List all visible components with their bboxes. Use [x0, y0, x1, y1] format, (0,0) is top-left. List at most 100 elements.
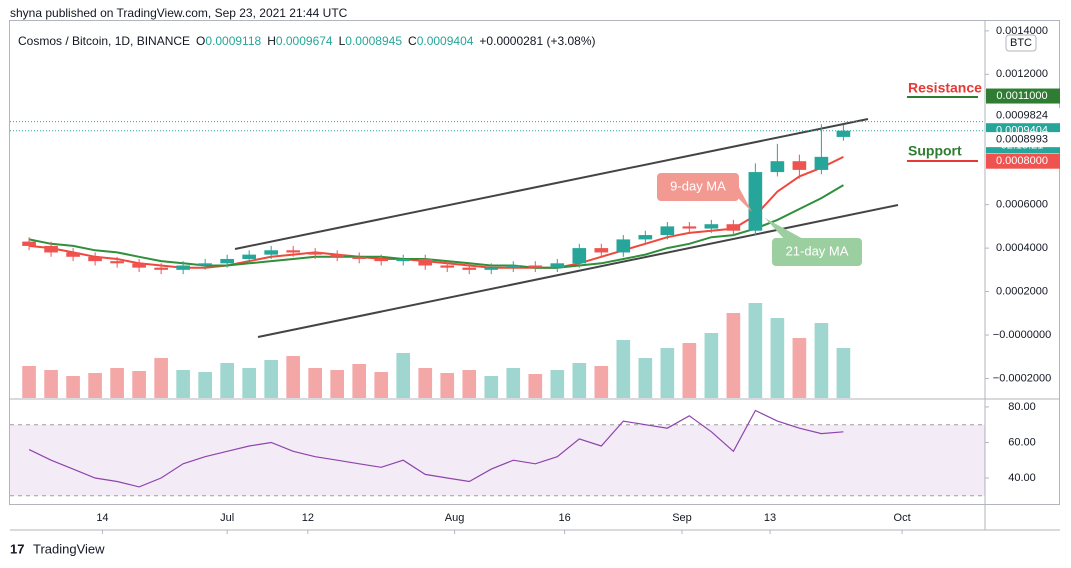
x-tick-label: 12 [302, 512, 314, 524]
price-label: 0.0008000 [996, 155, 1048, 167]
currency-box [1005, 34, 1037, 52]
candle-body [682, 226, 697, 229]
volume-bar [132, 371, 146, 398]
ma-line [29, 156, 844, 269]
volume-bar [220, 363, 234, 398]
rsi-tick-label: 60.00 [1008, 436, 1036, 448]
volume-bar [242, 368, 256, 398]
volume-bar [748, 303, 763, 398]
volume-bar [44, 370, 58, 398]
rsi-tick-label: 40.00 [1008, 472, 1036, 484]
callout-box [657, 173, 739, 201]
y-tick-label: −0.0002000 [993, 372, 1051, 384]
volume-bar [726, 313, 741, 398]
x-tick-label: Sep [672, 512, 692, 524]
volume-bar [594, 366, 609, 398]
candle-body [22, 241, 36, 246]
volume-bar [374, 372, 389, 398]
callout-tail [765, 218, 805, 240]
candle-body [88, 256, 102, 262]
callout-label: 9-day MA [670, 178, 726, 193]
price-label-box [986, 132, 1060, 148]
price-label: 0.0009824 [996, 109, 1048, 121]
x-tick-label: 13 [764, 512, 776, 524]
candle-body [748, 172, 763, 231]
resistance-label: Resistance [908, 80, 982, 96]
candle-body [814, 156, 829, 170]
volume-bar [770, 318, 785, 398]
volume-bar [638, 358, 653, 398]
candle-body [660, 226, 675, 236]
candle-body [198, 263, 212, 266]
price-label: 0.0011000 [996, 90, 1047, 102]
volume-bar [330, 370, 345, 398]
volume-bar [418, 368, 433, 398]
x-tick-label: Jul [220, 512, 234, 524]
candle-body [506, 265, 521, 268]
candle-body [418, 258, 433, 266]
symbol: Cosmos / Bitcoin, 1D, BINANCE [18, 34, 190, 48]
price-label-box [986, 88, 1060, 104]
currency: BTC [1010, 37, 1032, 49]
volume-bar [396, 353, 411, 398]
candle-body [308, 252, 323, 255]
volume-bar [836, 348, 851, 398]
volume-bar [792, 338, 807, 398]
candle-body [550, 263, 565, 268]
candle-body [264, 250, 278, 255]
volume-bar [176, 370, 190, 398]
volume-bar [506, 368, 521, 398]
y-tick-label: 0.0002000 [996, 285, 1048, 297]
ma-line [28, 184, 844, 269]
candle-body [110, 261, 124, 264]
candle-body [440, 265, 455, 268]
rsi-tick-label: 80.00 [1008, 401, 1036, 413]
volume-bar [88, 373, 102, 398]
candle-body [616, 239, 631, 253]
x-tick-label: Oct [894, 512, 911, 524]
brand-icon: 17 [10, 541, 24, 556]
candle-body [770, 161, 785, 173]
volume-bar [286, 356, 301, 398]
callout-tail [735, 180, 752, 212]
y-tick-label: 0.0004000 [996, 242, 1048, 254]
volume-bar [616, 340, 631, 398]
price-label-box [986, 108, 1060, 124]
volume-bar [110, 368, 124, 398]
candle-body [836, 130, 851, 137]
candle-body [66, 252, 80, 257]
x-tick-label: 14 [96, 512, 108, 524]
brand: TradingView [33, 541, 105, 556]
x-tick-label: Aug [445, 512, 465, 524]
ohlc-item: 0.0008945 [345, 34, 402, 48]
candle-body [44, 245, 58, 253]
ohlc-item: 0.0009118 [205, 34, 261, 48]
candle-body [594, 248, 609, 253]
candle-body [462, 267, 477, 270]
candle-body [528, 265, 543, 268]
candle-body [374, 258, 389, 262]
candle-body [484, 267, 499, 270]
y-tick-label: −0.0000000 [993, 329, 1051, 341]
channel-lower [257, 204, 899, 338]
candle-body [330, 254, 345, 257]
volume-bar [462, 370, 477, 398]
candle-body [176, 265, 190, 270]
ohlc-item: O [196, 34, 205, 48]
volume-bar [308, 368, 323, 398]
ohlc-item: 0.0009674 [276, 34, 333, 48]
candle-body [726, 224, 741, 231]
price-label-box [986, 153, 1060, 169]
ohlc-item: H [267, 34, 276, 48]
volume-bar [154, 358, 168, 398]
volume-bar [66, 376, 80, 398]
ohlc-legend: O 0.0009118 H 0.0009674 L 0.0008945 C 0.0009404… [196, 34, 596, 48]
volume-bar [484, 376, 499, 398]
callout-box [772, 238, 862, 266]
candle-body [220, 258, 234, 264]
volume-bar [264, 360, 278, 398]
volume-bar [660, 348, 675, 398]
volume-bar [572, 363, 587, 398]
candle-body [572, 248, 587, 264]
